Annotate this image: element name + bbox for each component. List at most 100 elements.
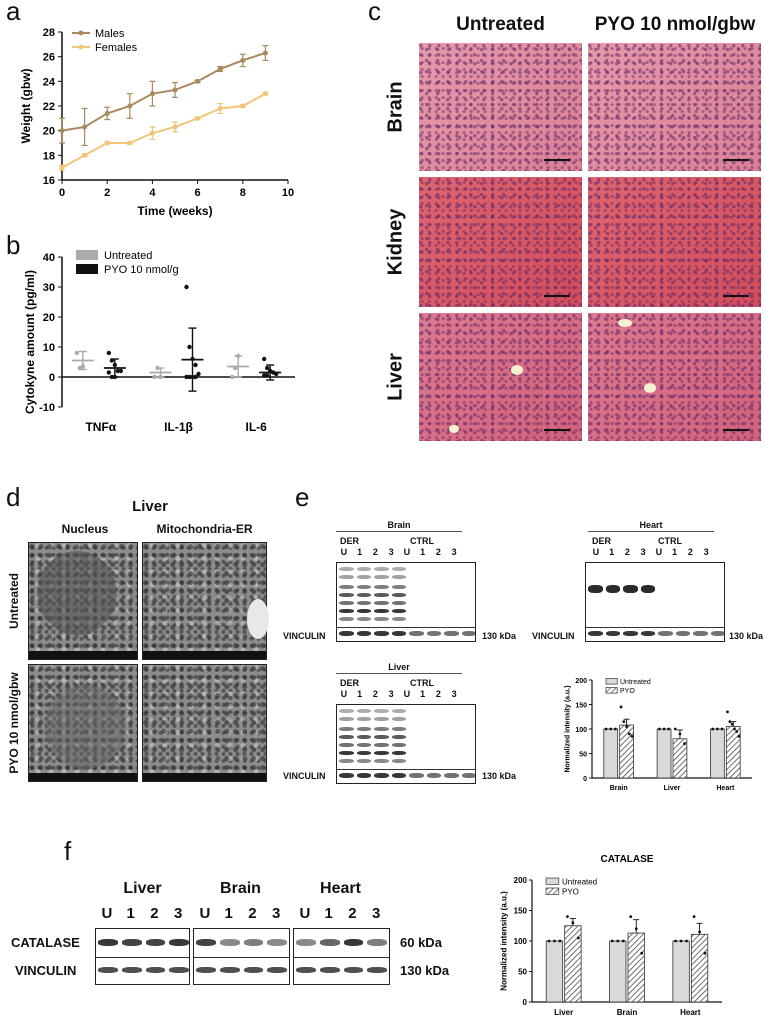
blot-band: [339, 751, 354, 755]
blot-divider: [586, 627, 724, 628]
data-point: [634, 927, 638, 931]
blot-title-line: [336, 673, 462, 674]
scale-bar: [723, 159, 749, 161]
data-point: [127, 140, 133, 146]
em-row-untreated: Untreated: [2, 542, 26, 660]
y-tick-label: 200: [514, 876, 528, 885]
blot-band: [391, 575, 406, 579]
data-point: [82, 152, 88, 158]
blot-band: [356, 631, 371, 636]
blot-band: [339, 631, 354, 636]
blot-liver-title: Liver: [388, 662, 410, 672]
y-tick-label: 150: [575, 703, 587, 710]
lane-label: U: [403, 689, 411, 699]
blot-band: [426, 631, 441, 636]
data-point: [112, 374, 118, 380]
y-tick-label: 16: [43, 175, 55, 187]
blot-band: [374, 743, 389, 747]
blot-band: [219, 939, 240, 946]
data-point: [683, 742, 686, 746]
y-tick-label: 200: [575, 678, 587, 685]
data-point: [104, 140, 110, 146]
y-axis-label: Cytokyne amount (pg/ml): [23, 270, 37, 414]
x-tick-label: 10: [282, 187, 294, 199]
legend-label: Untreated: [104, 250, 152, 262]
chart-f: CATALASE 0 50 100 150 200 Normalized intensity…: [499, 854, 722, 1017]
lane-label: 3: [388, 689, 394, 699]
legend-label: Untreated: [562, 877, 597, 886]
data-point: [604, 727, 608, 731]
blot-band: [356, 575, 371, 579]
data-point: [59, 165, 65, 171]
blot-band: [391, 709, 406, 713]
histology-brain-untreated: [418, 42, 583, 172]
vessel-lumen: [449, 425, 459, 433]
blot-band: [339, 609, 354, 613]
blot-band: [356, 751, 371, 755]
y-tick-label: 100: [514, 937, 528, 946]
data-point: [658, 727, 661, 731]
blot-brain-loading: VINCULIN: [283, 631, 326, 641]
data-point: [155, 365, 160, 371]
blot-heart-title: Heart: [639, 520, 663, 530]
panel-label-d: d: [6, 482, 21, 512]
data-point: [118, 368, 124, 374]
em-row-pyo: PYO 10 nmol/gbw: [2, 664, 26, 782]
bar-pyo: [619, 724, 634, 779]
blot-liver-loading: VINCULIN: [283, 771, 326, 781]
blot-band: [145, 939, 166, 946]
category-label: Brain: [617, 1008, 638, 1017]
data-point: [622, 720, 626, 724]
blot-divider: [337, 627, 475, 628]
blot-band: [640, 585, 655, 593]
blot-band: [374, 735, 389, 739]
data-point: [172, 87, 178, 93]
data-point: [692, 915, 696, 918]
legend-swatch: [605, 687, 618, 694]
x-tick-label: 6: [195, 187, 201, 199]
vessel-lumen: [644, 383, 656, 393]
blot-band: [367, 939, 387, 946]
blot-band: [588, 631, 603, 636]
blot-heart-der: DER: [592, 536, 612, 546]
em-nucleus-untreated: [28, 542, 138, 660]
data-point: [195, 115, 201, 121]
bar-untreated: [710, 728, 725, 779]
blot-f-row-vinculin: VINCULIN: [15, 963, 77, 978]
data-point: [82, 124, 88, 130]
blot-heart-ctrl: CTRL: [658, 536, 682, 546]
y-tick-label: 28: [43, 27, 55, 39]
data-point: [711, 727, 715, 731]
blot-f-tissue-brain: Brain: [220, 880, 261, 897]
em-title: Liver: [132, 498, 168, 515]
data-point: [553, 939, 556, 943]
y-tick-label: 10: [43, 342, 55, 354]
lane-label: 1: [609, 547, 615, 557]
histo-row-label-liver: Liver: [384, 353, 407, 401]
blot-band: [356, 709, 371, 713]
blot-band: [391, 727, 406, 731]
lane-label: U: [592, 547, 600, 557]
blot-title-line: [588, 531, 714, 532]
legend-swatch: [76, 264, 98, 274]
blot-band: [343, 939, 364, 946]
lane-label: U: [199, 905, 211, 922]
data-point: [193, 362, 198, 368]
blot-band: [374, 585, 389, 589]
blot-band: [339, 567, 354, 571]
em-mito-untreated: [142, 542, 269, 660]
bar-untreated: [656, 728, 672, 779]
lane-label: 1: [420, 689, 426, 699]
lane-label: 1: [126, 905, 135, 922]
blot-liver-der: DER: [340, 678, 360, 688]
blot-band: [343, 967, 364, 973]
lane-label: 3: [451, 689, 457, 699]
lipid-droplet: [247, 599, 269, 639]
blot-band: [339, 575, 354, 579]
data-point: [627, 732, 631, 736]
blot-band: [640, 631, 655, 636]
data-point: [127, 103, 133, 109]
y-tick-label: 40: [43, 252, 55, 264]
blot-band: [356, 567, 371, 571]
